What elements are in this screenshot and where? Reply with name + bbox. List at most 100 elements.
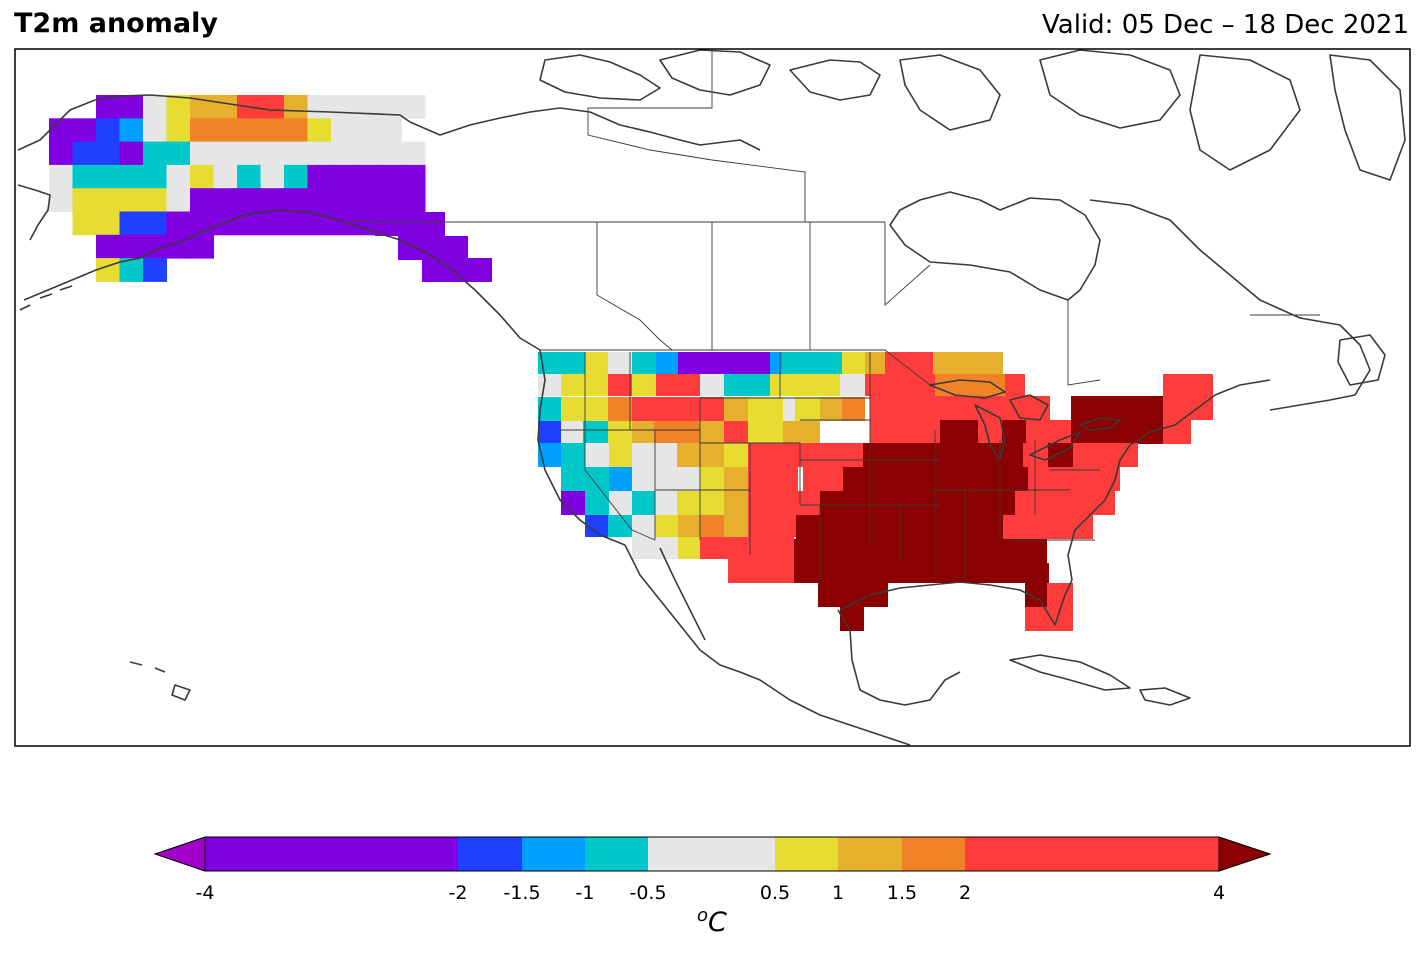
anomaly-cell [237, 164, 261, 189]
anomaly-cell [656, 352, 678, 374]
colorbar-bin [205, 837, 458, 871]
anomaly-cell [143, 164, 167, 189]
colorbar-bin [902, 837, 965, 871]
colorbar-tick-label: 1 [831, 882, 845, 904]
anomaly-cell [1048, 443, 1073, 467]
anomaly-cell [119, 211, 144, 236]
anomaly-cell [378, 141, 402, 166]
anomaly-cell [724, 397, 748, 421]
anomaly-cell [143, 258, 167, 282]
anomaly-cell [1015, 491, 1115, 515]
anomaly-cell [119, 258, 144, 282]
anomaly-cell [190, 188, 214, 212]
colorbar-tick-label: 4 [1212, 882, 1226, 904]
anomaly-cell [609, 491, 632, 515]
anomaly-cell [237, 188, 261, 212]
anomaly-cell [143, 95, 167, 119]
anomaly-cell [331, 141, 355, 166]
anomaly-cell [378, 118, 402, 143]
anomaly-cell [724, 467, 748, 491]
anomaly-cell [865, 374, 885, 396]
colorbar-tick-label: 1.5 [886, 882, 918, 904]
anomaly-cell [538, 374, 561, 396]
anomaly-cell [237, 118, 261, 143]
anomaly-cell [307, 95, 332, 119]
anomaly-cell [96, 188, 120, 212]
anomaly-cells [49, 95, 1213, 631]
anomaly-cell [284, 95, 308, 119]
colorbar-frame [204, 836, 1220, 872]
anomaly-cell [700, 537, 794, 559]
anomaly-cell [213, 141, 238, 166]
anomaly-cell [1028, 467, 1120, 491]
anomaly-cell [237, 211, 261, 236]
colorbar-bin [585, 837, 648, 871]
anomaly-cell [632, 421, 654, 443]
anomaly-cell [940, 420, 978, 444]
anomaly-cell [307, 188, 332, 212]
anomaly-cell [820, 491, 1015, 515]
anomaly-cell [331, 211, 355, 236]
anomaly-cell [803, 467, 843, 491]
anomaly-cell [1002, 420, 1026, 444]
anomaly-cell [96, 95, 120, 119]
anomaly-cell [656, 537, 678, 559]
anomaly-cell [260, 188, 285, 212]
anomaly-cell [143, 188, 167, 212]
anomaly-cell [260, 211, 285, 236]
anomaly-cell [632, 397, 700, 421]
anomaly-cell [632, 537, 656, 559]
anomaly-cell [331, 188, 355, 212]
anomaly-cell [935, 374, 1005, 396]
anomaly-cell [398, 236, 468, 260]
anomaly-cell [1073, 443, 1138, 467]
anomaly-cell [538, 352, 585, 374]
anomaly-cell [748, 443, 803, 467]
anomaly-cell [96, 234, 120, 259]
colorbar-bin [838, 837, 902, 871]
anomaly-cell [237, 141, 261, 166]
anomaly-cell [700, 421, 724, 443]
anomaly-cell [1005, 374, 1025, 396]
anomaly-cell [166, 95, 191, 119]
anomaly-cell [166, 211, 191, 236]
anomaly-cell [748, 467, 798, 491]
valid-period: Valid: 05 Dec – 18 Dec 2021 [1042, 10, 1409, 40]
map-frame [14, 48, 1411, 747]
anomaly-cell [632, 443, 677, 467]
anomaly-cell [49, 141, 73, 166]
anomaly-cell [143, 211, 167, 236]
anomaly-cell [72, 141, 97, 166]
colorbar-over-arrow [1218, 836, 1272, 872]
anomaly-cell [885, 374, 935, 396]
anomaly-cell [307, 164, 332, 189]
anomaly-cell [700, 467, 724, 491]
anomaly-cell [213, 188, 238, 212]
colorbar-tick-label: -1.5 [503, 882, 541, 904]
anomaly-cell [978, 420, 1002, 444]
anomaly-cell [166, 141, 191, 166]
anomaly-cell [748, 491, 796, 515]
colorbar-bin [775, 837, 838, 871]
anomaly-cell [863, 443, 1023, 467]
anomaly-cell [865, 352, 885, 374]
anomaly-cell [96, 211, 120, 236]
anomaly-cell [678, 352, 770, 374]
anomaly-cell [72, 118, 97, 143]
anomaly-cell [166, 118, 191, 143]
anomaly-cell [96, 164, 120, 189]
anomaly-cell [284, 141, 308, 166]
anomaly-cell [72, 164, 97, 189]
anomaly-cell [96, 258, 120, 282]
anomaly-cell [354, 164, 379, 189]
anomaly-cell [538, 421, 561, 443]
anomaly-cell [72, 211, 97, 236]
anomaly-cell [632, 374, 656, 396]
anomaly-cell [885, 352, 933, 374]
anomaly-cell [260, 164, 285, 189]
anomaly-cell [284, 164, 308, 189]
colorbar-tick-label: -1 [575, 882, 595, 904]
anomaly-cell [677, 467, 700, 491]
anomaly-cell [724, 421, 748, 443]
